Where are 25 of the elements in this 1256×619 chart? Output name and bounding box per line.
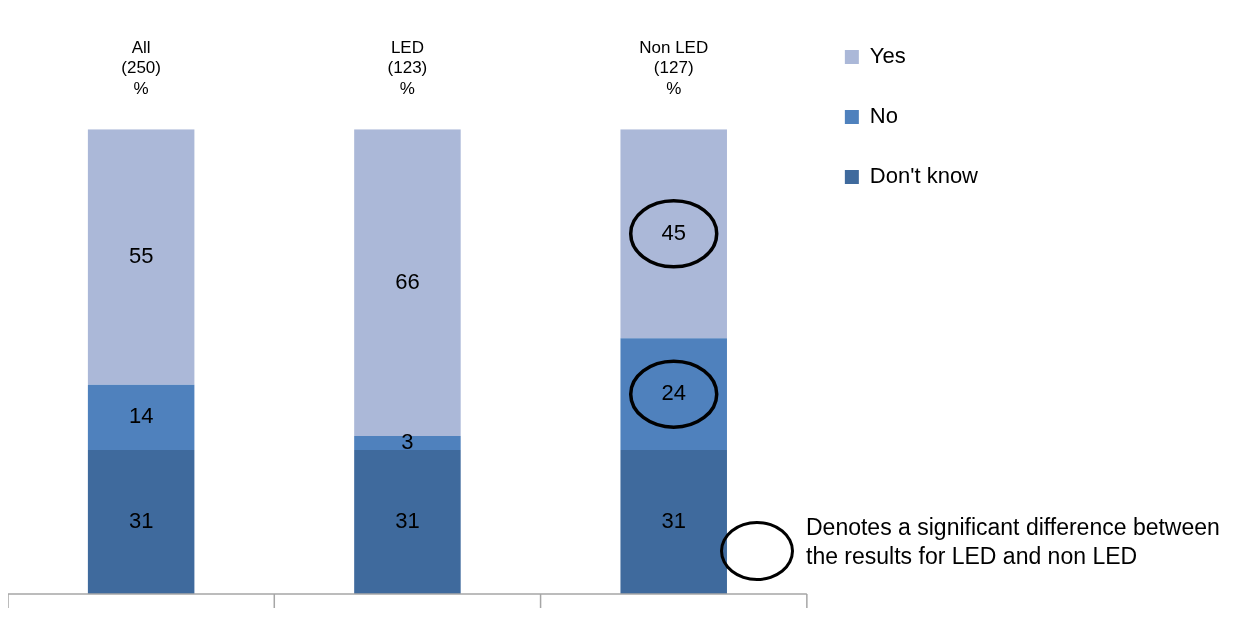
data-label: 31	[661, 508, 686, 534]
annotation: Denotes a significant difference between the results for LED and non LED	[806, 513, 1221, 571]
data-label: 55	[128, 243, 154, 269]
legend-label: Don't know	[869, 163, 979, 189]
data-label: 66	[395, 268, 420, 294]
data-label: 14	[128, 403, 154, 429]
x-tick-label: All (250) %	[121, 37, 161, 98]
bar	[87, 129, 195, 385]
bar	[354, 449, 461, 594]
legend-label: No	[869, 103, 898, 129]
bar	[354, 435, 461, 450]
bar	[620, 338, 727, 450]
x-tick-label: LED (123) %	[387, 37, 428, 98]
data-label: 24	[661, 380, 686, 406]
legend-label: Yes	[869, 43, 906, 69]
bar	[87, 384, 195, 450]
bar	[620, 449, 727, 594]
data-label: 31	[128, 508, 154, 534]
data-label: 45	[661, 219, 686, 245]
bar	[354, 129, 461, 436]
bar	[620, 129, 727, 339]
data-label: 3	[401, 429, 414, 454]
bar	[87, 449, 195, 594]
x-tick-label: Non LED (127) %	[639, 37, 709, 98]
data-label: 31	[395, 508, 420, 534]
